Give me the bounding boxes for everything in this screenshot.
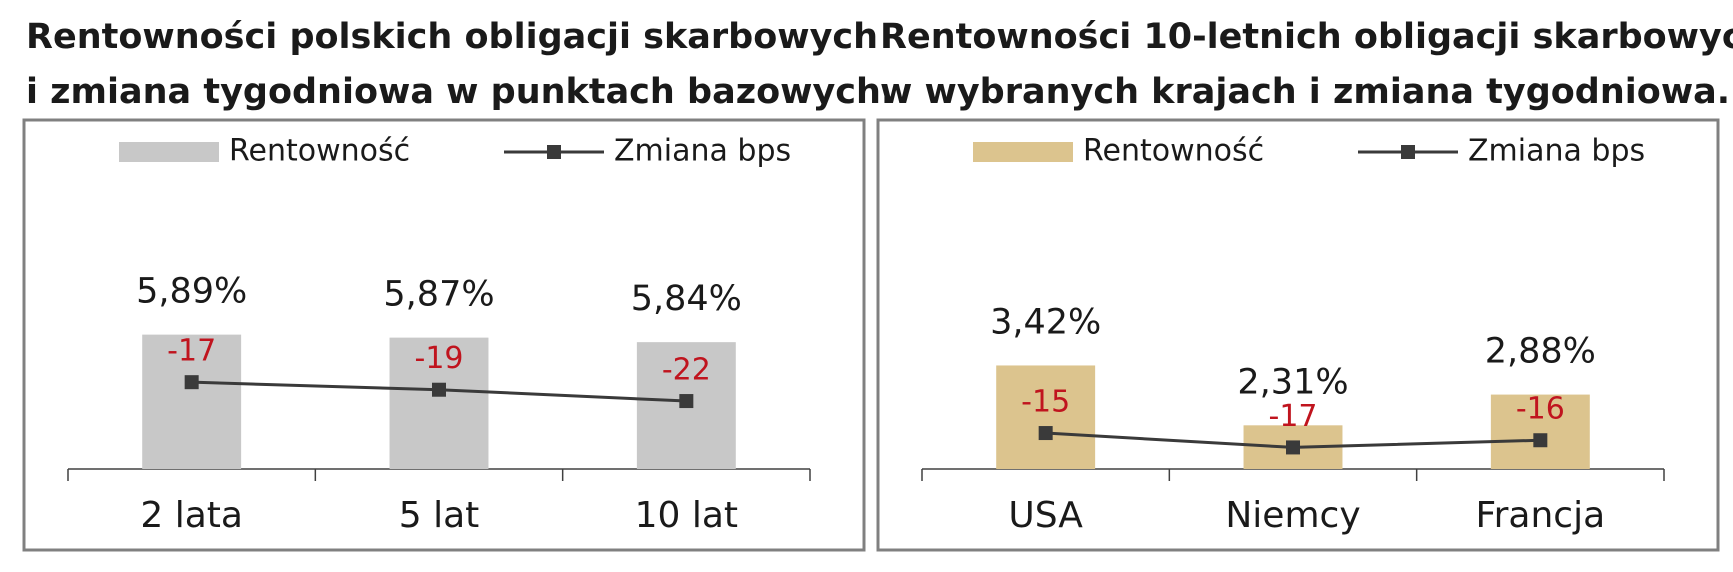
line-marker	[679, 394, 694, 409]
bar-value-label: 5,84%	[631, 279, 742, 319]
bar-value-label: 5,87%	[383, 275, 494, 315]
line-value-label: -15	[1021, 385, 1070, 420]
x-tick-label: Niemcy	[1225, 495, 1360, 536]
legend-swatch	[973, 142, 1073, 162]
legend-swatch	[547, 145, 561, 159]
panel-border	[876, 118, 1720, 552]
legend-label: Rentowność	[229, 134, 410, 169]
bar	[1490, 394, 1590, 469]
line-marker	[432, 382, 446, 397]
legend-label: Zmiana bps	[1468, 134, 1645, 169]
x-tick-label: USA	[1008, 495, 1083, 536]
chart-title: i zmiana tygodniowa w punktach bazowych.	[26, 72, 894, 112]
line-marker	[1533, 433, 1548, 448]
line-marker	[1286, 440, 1300, 455]
x-tick-label: 10 lat	[635, 495, 738, 536]
bar-value-label: 3,42%	[990, 302, 1101, 342]
legend-label: Zmiana bps	[614, 134, 791, 169]
bar-value-label: 5,89%	[136, 272, 247, 312]
x-tick-label: 5 lat	[399, 495, 480, 536]
legend-label: Rentowność	[1083, 134, 1264, 169]
bar	[389, 337, 489, 469]
chart-title: w wybranych krajach i zmiana tygodniowa.	[880, 72, 1730, 112]
line-value-label: -22	[662, 353, 711, 388]
line-marker	[184, 375, 199, 390]
bar	[996, 365, 1096, 469]
line-value-label: -17	[1269, 399, 1318, 434]
line-value-label: -17	[167, 334, 216, 369]
line-marker	[1038, 426, 1053, 441]
panel-border	[22, 118, 866, 552]
bar-value-label: 2,88%	[1485, 332, 1596, 372]
chart-title: Rentowności 10-letnich obligacji skarbow…	[880, 17, 1733, 57]
bar-value-label: 2,31%	[1237, 362, 1348, 402]
legend-swatch	[1401, 145, 1415, 159]
x-tick-label: 2 lata	[140, 495, 243, 536]
bar	[142, 334, 242, 469]
chart-title: Rentowności polskich obligacji skarbowyc…	[26, 17, 878, 57]
line-value-label: -19	[415, 341, 464, 376]
line-value-label: -16	[1516, 392, 1565, 427]
x-tick-label: Francja	[1476, 495, 1606, 536]
legend-swatch	[119, 142, 219, 162]
